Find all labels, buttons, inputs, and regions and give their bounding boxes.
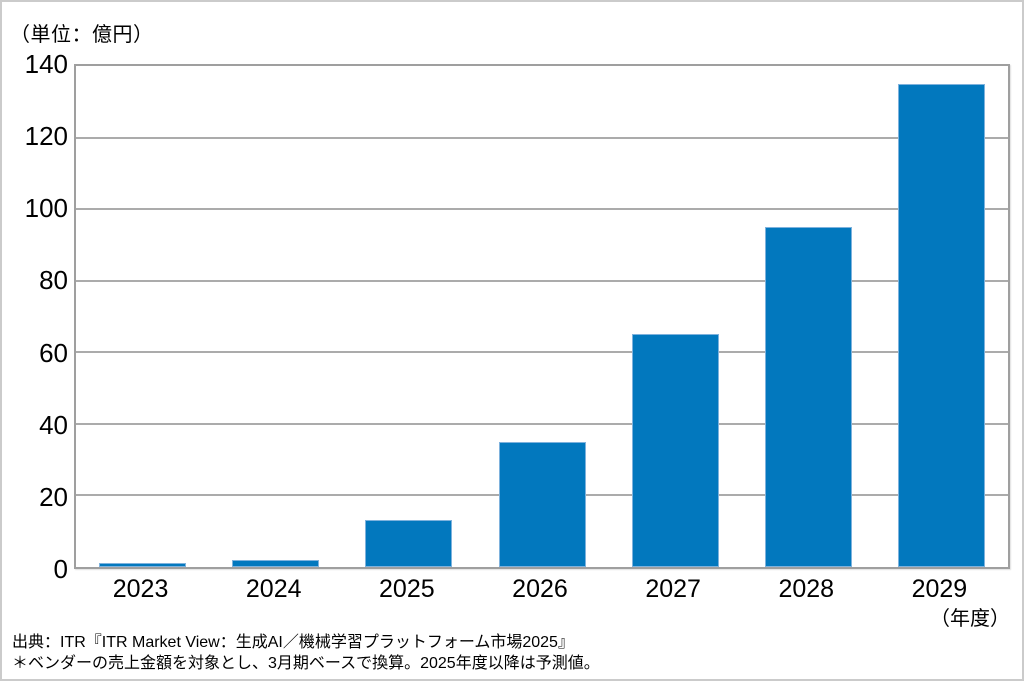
y-tick-100: 100	[24, 193, 68, 224]
y-tick-80: 80	[39, 265, 68, 296]
x-tick-2023: 2023	[112, 575, 169, 603]
x-axis-unit-label: （年度）	[930, 608, 1010, 630]
y-axis-unit-label: （単位：億円）	[10, 24, 154, 46]
y-tick-0: 0	[53, 554, 68, 584]
bar-2023	[99, 563, 187, 567]
source-note: 出典：ITR『ITR Market View：生成AI／機械学習プラットフォーム…	[12, 634, 574, 651]
footer-notes: 出典：ITR『ITR Market View：生成AI／機械学習プラットフォーム…	[12, 632, 600, 674]
x-tick-2028: 2028	[778, 575, 835, 603]
x-tick-2026: 2026	[512, 575, 568, 603]
x-tick-2024: 2024	[245, 575, 302, 603]
bar-2029	[897, 83, 985, 567]
asterisk-note: ＊ベンダーの売上金額を対象とし、3月期ベースで換算。2025年度以降は予測値。	[12, 655, 600, 672]
x-tick-2029: 2029	[911, 575, 968, 603]
y-tick-120: 120	[24, 121, 68, 152]
gridline-40	[76, 422, 1008, 425]
bar-2028	[764, 227, 852, 567]
plot-area	[74, 64, 1010, 569]
y-tick-140: 140	[24, 49, 68, 79]
bar-2027	[631, 334, 719, 567]
bar-2024	[232, 559, 320, 567]
y-tick-60: 60	[39, 337, 68, 368]
gridline-80	[76, 279, 1008, 282]
gridline-60	[76, 351, 1008, 354]
gridline-100	[76, 208, 1008, 211]
y-tick-20: 20	[39, 481, 68, 512]
gridline-120	[76, 136, 1008, 139]
x-tick-2025: 2025	[379, 575, 435, 603]
x-tick-2027: 2027	[645, 575, 701, 603]
bar-2026	[498, 441, 586, 567]
bar-2025	[365, 520, 453, 567]
y-tick-40: 40	[39, 409, 68, 440]
